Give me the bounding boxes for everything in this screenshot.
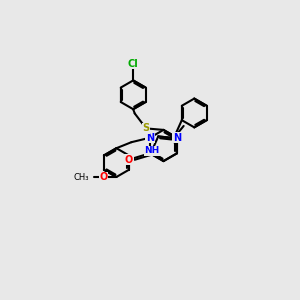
Text: N: N — [146, 133, 154, 143]
Text: O: O — [100, 172, 108, 182]
Text: Cl: Cl — [128, 59, 139, 69]
Text: NH: NH — [144, 146, 160, 155]
Text: O: O — [125, 154, 133, 165]
Text: S: S — [142, 123, 150, 134]
Text: CH₃: CH₃ — [73, 172, 89, 182]
Text: N: N — [173, 133, 181, 143]
